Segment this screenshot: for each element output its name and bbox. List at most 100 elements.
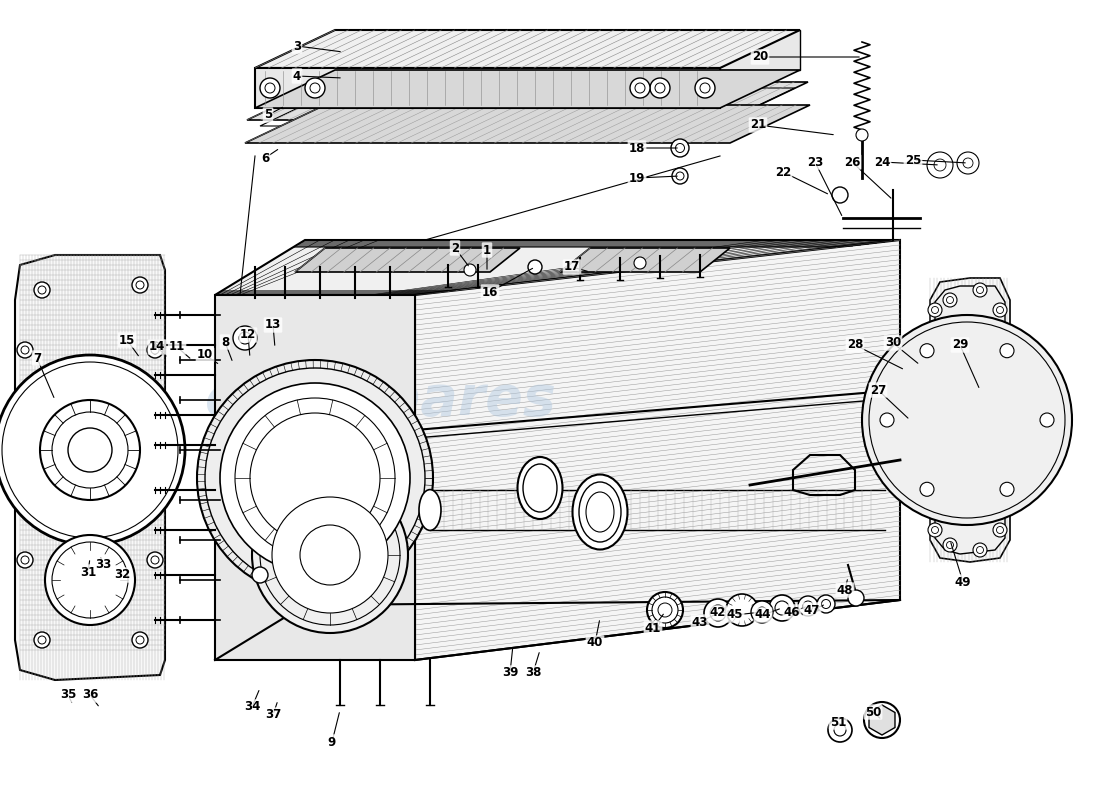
- Polygon shape: [415, 240, 900, 660]
- Circle shape: [16, 342, 33, 358]
- Text: 48: 48: [837, 583, 854, 597]
- Polygon shape: [255, 30, 800, 68]
- Circle shape: [817, 595, 835, 613]
- Circle shape: [197, 360, 433, 596]
- Circle shape: [630, 78, 650, 98]
- Text: 20: 20: [752, 50, 768, 63]
- Circle shape: [880, 413, 894, 427]
- Circle shape: [34, 282, 50, 298]
- Circle shape: [726, 594, 758, 626]
- Text: 4: 4: [293, 70, 301, 82]
- Circle shape: [634, 257, 646, 269]
- Text: 29: 29: [952, 338, 968, 351]
- Circle shape: [16, 552, 33, 568]
- Circle shape: [974, 543, 987, 557]
- Circle shape: [943, 293, 957, 307]
- Circle shape: [993, 303, 1007, 317]
- Circle shape: [671, 139, 689, 157]
- Text: eurospares: eurospares: [205, 373, 556, 427]
- Text: 50: 50: [865, 706, 881, 718]
- Circle shape: [68, 428, 112, 472]
- Polygon shape: [214, 240, 900, 295]
- Polygon shape: [930, 278, 1010, 562]
- Circle shape: [943, 538, 957, 552]
- Ellipse shape: [572, 474, 627, 550]
- Circle shape: [974, 283, 987, 297]
- Circle shape: [856, 129, 868, 141]
- Circle shape: [45, 535, 135, 625]
- Text: 44: 44: [755, 609, 771, 622]
- Circle shape: [769, 595, 795, 621]
- Circle shape: [464, 264, 476, 276]
- Polygon shape: [336, 30, 800, 70]
- Circle shape: [252, 567, 268, 583]
- Text: 35: 35: [59, 689, 76, 702]
- Text: 36: 36: [81, 689, 98, 702]
- Text: 9: 9: [328, 735, 337, 749]
- Circle shape: [862, 315, 1072, 525]
- Text: 46: 46: [783, 606, 801, 618]
- Polygon shape: [15, 255, 165, 680]
- Text: 47: 47: [804, 603, 821, 617]
- Circle shape: [1040, 413, 1054, 427]
- Text: 17: 17: [564, 261, 580, 274]
- Circle shape: [132, 632, 148, 648]
- Text: 25: 25: [905, 154, 921, 166]
- Text: 30: 30: [884, 337, 901, 350]
- Circle shape: [928, 303, 942, 317]
- Circle shape: [260, 78, 280, 98]
- Circle shape: [828, 718, 852, 742]
- Text: 37: 37: [265, 709, 282, 722]
- Text: 21: 21: [750, 118, 766, 131]
- Polygon shape: [255, 70, 800, 108]
- Text: 32: 32: [114, 569, 130, 582]
- Circle shape: [272, 497, 388, 613]
- Text: 38: 38: [525, 666, 541, 679]
- Circle shape: [704, 599, 732, 627]
- Ellipse shape: [419, 490, 441, 530]
- Ellipse shape: [517, 457, 562, 519]
- Circle shape: [1000, 344, 1014, 358]
- Text: 8: 8: [221, 335, 229, 349]
- Text: 10: 10: [197, 349, 213, 362]
- Text: 15: 15: [119, 334, 135, 346]
- Text: 14: 14: [148, 341, 165, 354]
- Text: 7: 7: [33, 351, 41, 365]
- Text: 31: 31: [80, 566, 96, 578]
- Polygon shape: [255, 68, 721, 108]
- Text: 43: 43: [692, 615, 708, 629]
- Circle shape: [957, 152, 979, 174]
- Text: 24: 24: [873, 155, 890, 169]
- Text: 18: 18: [629, 142, 646, 154]
- Circle shape: [848, 590, 864, 606]
- Text: 2: 2: [451, 242, 459, 254]
- Text: 1: 1: [483, 243, 491, 257]
- Circle shape: [132, 277, 148, 293]
- Circle shape: [647, 592, 683, 628]
- Circle shape: [147, 452, 163, 468]
- Text: 16: 16: [482, 286, 498, 298]
- Polygon shape: [295, 248, 520, 272]
- Circle shape: [927, 152, 953, 178]
- Circle shape: [864, 702, 900, 738]
- Text: 45: 45: [727, 609, 744, 622]
- Text: 41: 41: [645, 622, 661, 634]
- Circle shape: [672, 168, 688, 184]
- Circle shape: [147, 552, 163, 568]
- Text: 42: 42: [710, 606, 726, 619]
- Text: 39: 39: [502, 666, 518, 679]
- Text: 40: 40: [586, 637, 603, 650]
- Text: 19: 19: [629, 171, 646, 185]
- Text: 26: 26: [844, 155, 860, 169]
- Text: 33: 33: [95, 558, 111, 571]
- Polygon shape: [935, 286, 1005, 554]
- Circle shape: [695, 78, 715, 98]
- Polygon shape: [245, 105, 810, 143]
- Text: 49: 49: [955, 575, 971, 589]
- Text: 6: 6: [261, 151, 270, 165]
- Text: 3: 3: [293, 39, 301, 53]
- Polygon shape: [214, 295, 415, 660]
- Circle shape: [928, 523, 942, 537]
- Text: 23: 23: [807, 155, 823, 169]
- Text: 12: 12: [240, 329, 256, 342]
